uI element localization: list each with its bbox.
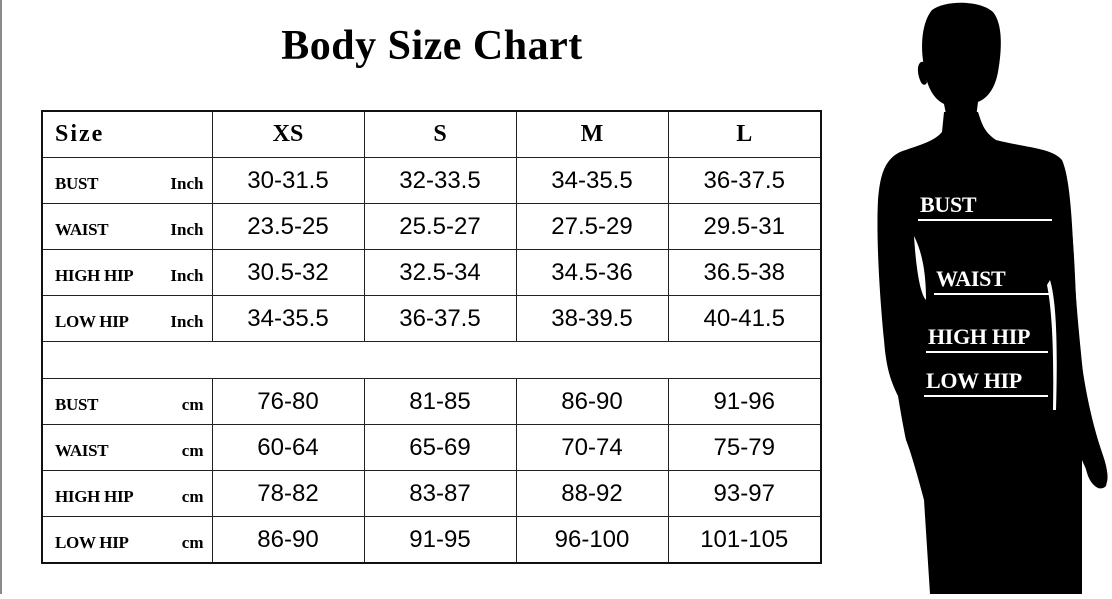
left-edge-rule [0,0,2,594]
measure-label: BUST [55,173,99,193]
unit-label: cm [181,440,204,460]
measure-label: LOW HIP [55,311,129,331]
table-cell: 101-105 [667,516,822,564]
table-cell: 30-31.5 [211,157,365,204]
table-row: WAIST Inch 23.5-25 25.5-27 27.5-29 29.5-… [41,203,822,250]
unit-label: cm [181,394,204,414]
measure-label: BUST [55,394,99,414]
table-cell: 86-90 [211,516,365,564]
row-label-cell: BUST Inch [41,157,213,204]
figure-label-low-hip: LOW HIP [926,368,1022,393]
table-cell: 34-35.5 [211,295,365,342]
table-cell: 34.5-36 [515,249,669,296]
unit-label: cm [181,486,204,506]
table-cell: 34-35.5 [515,157,669,204]
table-cell: 23.5-25 [211,203,365,250]
table-row: HIGH HIP Inch 30.5-32 32.5-34 34.5-36 36… [41,249,822,296]
table-cell: 76-80 [211,378,365,425]
measure-label: HIGH HIP [55,486,134,506]
table-cell: 27.5-29 [515,203,669,250]
table-cell: 75-79 [667,424,822,471]
table-cell: 93-97 [667,470,822,517]
row-label-cell: WAIST cm [41,424,213,471]
measure-label: LOW HIP [55,532,129,552]
table-cell: 32.5-34 [363,249,517,296]
row-label-cell: LOW HIP cm [41,516,213,564]
row-label-cell: HIGH HIP Inch [41,249,213,296]
table-cell: 88-92 [515,470,669,517]
unit-label: Inch [170,311,204,331]
table-cell: 86-90 [515,378,669,425]
table-row: WAIST cm 60-64 65-69 70-74 75-79 [41,424,822,471]
unit-label: cm [181,532,204,552]
row-label-cell: WAIST Inch [41,203,213,250]
table-cell: 25.5-27 [363,203,517,250]
size-header-cell: Size [41,110,213,158]
size-col-l: L [667,110,822,158]
size-col-m: M [515,110,669,158]
table-cell: 91-95 [363,516,517,564]
figure-label-waist: WAIST [936,266,1006,291]
table-cell: 36-37.5 [667,157,822,204]
table-cell: 29.5-31 [667,203,822,250]
table-cell: 40-41.5 [667,295,822,342]
table-header-row: Size XS S M L [41,110,822,158]
size-chart-table: Size XS S M L BUST Inch 30-31.5 32-33.5 … [41,110,822,564]
table-row: BUST Inch 30-31.5 32-33.5 34-35.5 36-37.… [41,157,822,204]
page-title: Body Size Chart [281,23,583,69]
body-silhouette-figure: BUST WAIST HIGH HIP LOW HIP [860,0,1112,594]
table-row: LOW HIP Inch 34-35.5 36-37.5 38-39.5 40-… [41,295,822,342]
figure-label-high-hip: HIGH HIP [928,324,1031,349]
table-cell: 32-33.5 [363,157,517,204]
table-row: BUST cm 76-80 81-85 86-90 91-96 [41,378,822,425]
size-col-s: S [363,110,517,158]
table-spacer-row [41,341,822,379]
row-label-cell: HIGH HIP cm [41,470,213,517]
table-cell: 78-82 [211,470,365,517]
table-cell: 70-74 [515,424,669,471]
unit-label: Inch [170,219,204,239]
figure-label-bust: BUST [920,192,977,217]
spacer-cell [41,341,822,379]
table-cell: 91-96 [667,378,822,425]
table-cell: 38-39.5 [515,295,669,342]
table-cell: 60-64 [211,424,365,471]
table-cell: 36.5-38 [667,249,822,296]
size-col-xs: XS [211,110,365,158]
row-label-cell: LOW HIP Inch [41,295,213,342]
measure-label: WAIST [55,440,109,460]
table-cell: 96-100 [515,516,669,564]
table-cell: 81-85 [363,378,517,425]
unit-label: Inch [170,265,204,285]
measure-label: HIGH HIP [55,265,134,285]
row-label-cell: BUST cm [41,378,213,425]
table-cell: 65-69 [363,424,517,471]
measure-label: WAIST [55,219,109,239]
table-cell: 30.5-32 [211,249,365,296]
body-silhouette-icon [877,2,1108,594]
table-cell: 36-37.5 [363,295,517,342]
unit-label: Inch [170,173,204,193]
table-cell: 83-87 [363,470,517,517]
table-row: LOW HIP cm 86-90 91-95 96-100 101-105 [41,516,822,564]
table-row: HIGH HIP cm 78-82 83-87 88-92 93-97 [41,470,822,517]
